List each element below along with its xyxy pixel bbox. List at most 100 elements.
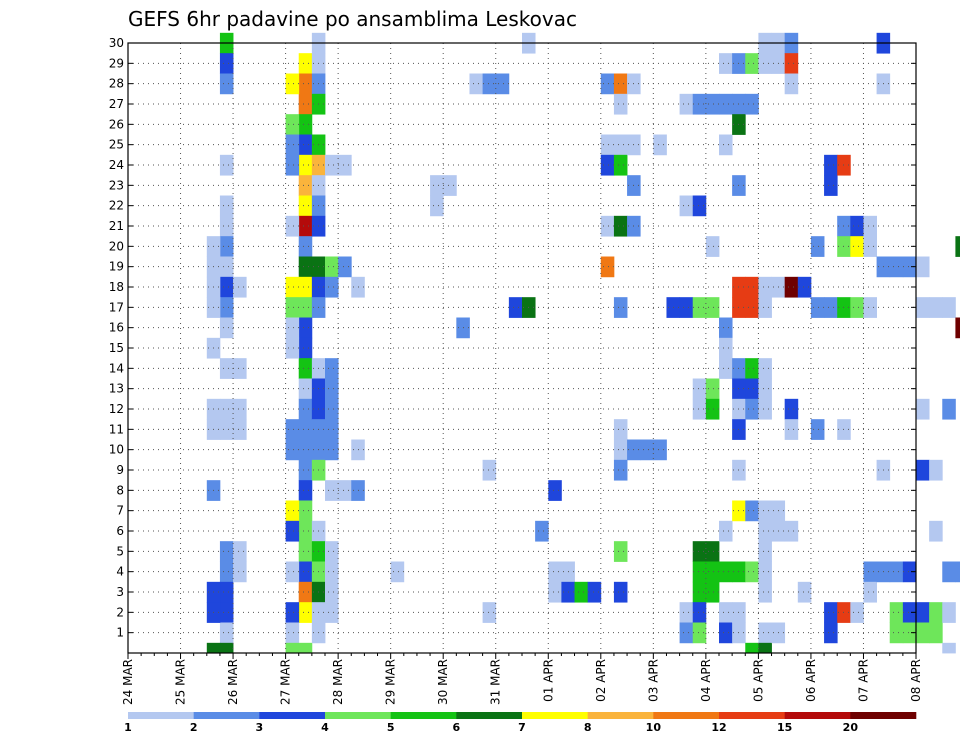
heatmap-cell <box>613 93 628 115</box>
legend-swatch <box>522 712 588 719</box>
legend-swatch <box>128 712 194 719</box>
heatmap-cell <box>902 561 917 583</box>
heatmap-cell <box>758 642 772 654</box>
heatmap-cell <box>902 256 917 278</box>
heatmap-cell <box>298 256 313 278</box>
heatmap-cell <box>692 195 707 217</box>
heatmap-cell <box>219 398 234 420</box>
heatmap-cell <box>797 276 812 298</box>
heatmap-cell <box>285 297 300 318</box>
heatmap-cell <box>219 622 234 644</box>
heatmap-cell <box>285 317 300 339</box>
legend-label: 7 <box>518 721 526 734</box>
heatmap-cell <box>298 480 313 501</box>
legend-label: 15 <box>777 721 792 734</box>
heatmap-cell <box>863 561 877 583</box>
heatmap-cell <box>338 154 352 176</box>
heatmap-cell <box>810 236 825 257</box>
heatmap-cell <box>929 622 943 644</box>
heatmap-cell <box>298 236 313 257</box>
heatmap-cell <box>548 561 562 583</box>
heatmap-cell <box>758 541 772 562</box>
heatmap-cell <box>745 642 759 654</box>
heatmap-cell <box>219 581 234 603</box>
heatmap-cell <box>298 154 313 176</box>
heatmap-cell <box>233 276 247 298</box>
heatmap-cell <box>653 134 667 156</box>
heatmap-cell <box>285 73 300 95</box>
heatmap-cell <box>863 215 877 237</box>
heatmap-cell <box>929 602 943 623</box>
y-tick-label: 27 <box>109 97 124 111</box>
heatmap-cell <box>233 561 247 583</box>
heatmap-cell <box>942 642 956 654</box>
heatmap-cell <box>810 297 825 318</box>
heatmap-cell <box>298 642 313 654</box>
heatmap-cell <box>233 419 247 440</box>
heatmap-cell <box>613 297 628 318</box>
heatmap-cell <box>692 93 707 115</box>
heatmap-cell <box>758 622 772 644</box>
heatmap-cell <box>325 480 339 501</box>
heatmap-cell <box>285 215 300 237</box>
heatmap-cell <box>233 398 247 420</box>
x-tick-label: 26 MAR <box>226 659 240 705</box>
heatmap-cell <box>298 317 313 339</box>
heatmap-cell <box>285 642 300 654</box>
heatmap-cell <box>443 175 457 196</box>
heatmap-cell <box>955 236 960 257</box>
heatmap-cell <box>863 236 877 257</box>
x-tick-label: 30 MAR <box>436 659 450 705</box>
heatmap-cell <box>758 500 772 522</box>
heatmap-cell <box>758 561 772 583</box>
heatmap-cell <box>613 419 628 440</box>
heatmap-cell <box>916 602 930 623</box>
heatmap-cell <box>285 337 300 359</box>
heatmap-cell <box>955 561 960 583</box>
heatmap-cell <box>745 378 759 400</box>
heatmap-cell <box>850 297 864 318</box>
heatmap-cell <box>863 297 877 318</box>
legend-swatch <box>587 712 654 719</box>
heatmap-cell <box>285 602 300 623</box>
heatmap-cell <box>285 439 300 461</box>
heatmap-cell <box>705 93 720 115</box>
y-tick-label: 13 <box>109 382 124 396</box>
heatmap-cell <box>325 398 339 420</box>
heatmap-cell <box>758 520 772 542</box>
heatmap-cell <box>916 398 930 420</box>
heatmap-cell <box>692 602 707 623</box>
heatmap-cell <box>692 541 707 562</box>
heatmap-cell <box>298 175 313 196</box>
heatmap-cell <box>285 561 300 583</box>
heatmap-cell <box>587 581 602 603</box>
heatmap-cell <box>219 236 234 257</box>
heatmap-cell <box>784 398 799 420</box>
heatmap-cell <box>219 215 234 237</box>
heatmap-cell <box>338 256 352 278</box>
legend-swatch <box>784 712 851 719</box>
heatmap-cell <box>705 378 720 400</box>
heatmap-cell <box>692 378 707 400</box>
heatmap-cell <box>745 276 759 298</box>
y-tick-label: 3 <box>116 585 124 599</box>
heatmap-cell <box>285 276 300 298</box>
heatmap-cell <box>390 561 405 583</box>
heatmap-cell <box>863 581 877 603</box>
heatmap-cell <box>810 419 825 440</box>
heatmap-cell <box>285 419 300 440</box>
heatmap-cell <box>285 154 300 176</box>
heatmap-cell <box>298 358 313 379</box>
heatmap-cell <box>679 195 694 217</box>
heatmap-cell <box>719 602 733 623</box>
heatmap-cell <box>745 358 759 379</box>
x-axis-ticks: 24 MAR 25 MAR 26 MAR 27 MAR 28 MAR 29 MAR 30 M… <box>121 653 923 705</box>
heatmap-cell <box>325 439 339 461</box>
heatmap-cell <box>298 561 313 583</box>
heatmap-cell <box>613 459 628 481</box>
heatmap-cell <box>285 134 300 156</box>
heatmap-cell <box>692 561 707 583</box>
heatmap-cell <box>705 581 720 603</box>
y-tick-label: 17 <box>109 300 124 314</box>
